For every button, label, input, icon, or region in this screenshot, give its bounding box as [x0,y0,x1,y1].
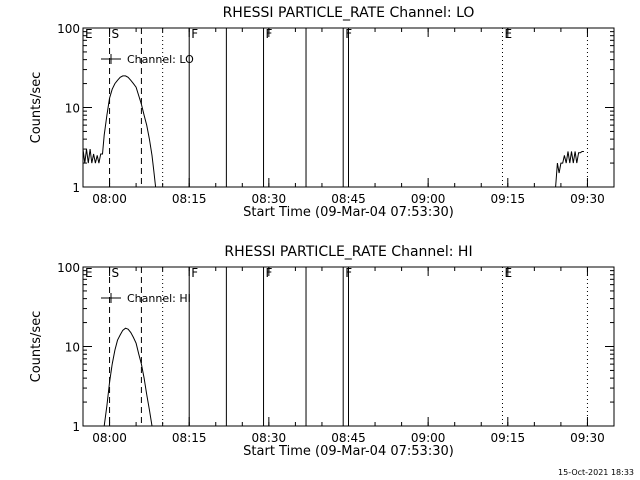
x-tick-label-hi-5: 09:15 [491,431,526,445]
x-tick-label-lo-1: 08:15 [172,192,207,206]
y-tick-label-hi-1: 10 [65,341,80,355]
y-ticks-lo: 1 10 100 [57,22,614,195]
event-marker-label-lo-0: E [85,27,93,41]
x-axis-label-lo: Start Time (09-Mar-04 07:53:30) [243,205,454,220]
y-ticks-hi: 1 10 100 [57,261,614,434]
x-ticks-lo: 08:00 08:15 08:30 08:45 09:00 09:15 09:30 [82,28,615,206]
series-line-lo-0 [83,75,157,187]
x-tick-label-lo-6: 09:30 [570,192,605,206]
y-tick-label-lo-2: 100 [57,22,80,36]
legend-label-hi: Channel: HI [127,292,191,305]
y-tick-label-lo-0: 1 [72,181,80,195]
y-axis-label-hi: Counts/sec [29,311,44,383]
x-tick-label-lo-2: 08:30 [252,192,287,206]
chart-panel-lo: RHESSI PARTICLE_RATE Channel: LOESFFFE08… [29,5,615,220]
x-tick-label-hi-4: 09:00 [411,431,446,445]
event-marker-label-hi-1: S [112,266,120,280]
event-marker-label-lo-1: S [112,27,120,41]
x-ticks-hi: 08:00 08:15 08:30 08:45 09:00 09:15 09:30 [82,267,615,445]
event-marker-label-lo-4: F [191,27,198,41]
legend-label-lo: Channel: LO [127,53,194,66]
x-tick-label-hi-2: 08:30 [252,431,287,445]
event-marker-label-hi-0: E [85,266,93,280]
legend-hi: Channel: HI [101,292,191,305]
y-tick-label-hi-2: 100 [57,261,80,275]
chart-title-hi: RHESSI PARTICLE_RATE Channel: HI [224,244,472,260]
x-tick-label-lo-5: 09:15 [491,192,526,206]
x-tick-label-hi-0: 08:00 [92,431,127,445]
x-tick-label-lo-3: 08:45 [331,192,366,206]
y-tick-label-hi-0: 1 [72,420,80,434]
x-tick-label-hi-1: 08:15 [172,431,207,445]
x-tick-label-hi-3: 08:45 [331,431,366,445]
event-marker-label-hi-4: F [191,266,198,280]
x-tick-label-hi-6: 09:30 [570,431,605,445]
series-line-hi-0 [103,327,153,426]
x-axis-label-hi: Start Time (09-Mar-04 07:53:30) [243,444,454,459]
y-tick-label-lo-1: 10 [65,102,80,116]
chart-panel-hi: RHESSI PARTICLE_RATE Channel: HIESFFFE08… [29,244,615,459]
x-tick-label-lo-0: 08:00 [92,192,127,206]
x-tick-label-lo-4: 09:00 [411,192,446,206]
legend-lo: Channel: LO [101,53,194,66]
chart-title-lo: RHESSI PARTICLE_RATE Channel: LO [223,5,475,21]
y-axis-label-lo: Counts/sec [29,72,44,144]
series-line-lo-1 [555,151,584,187]
footer-timestamp: 15-Oct-2021 18:33 [558,468,634,477]
